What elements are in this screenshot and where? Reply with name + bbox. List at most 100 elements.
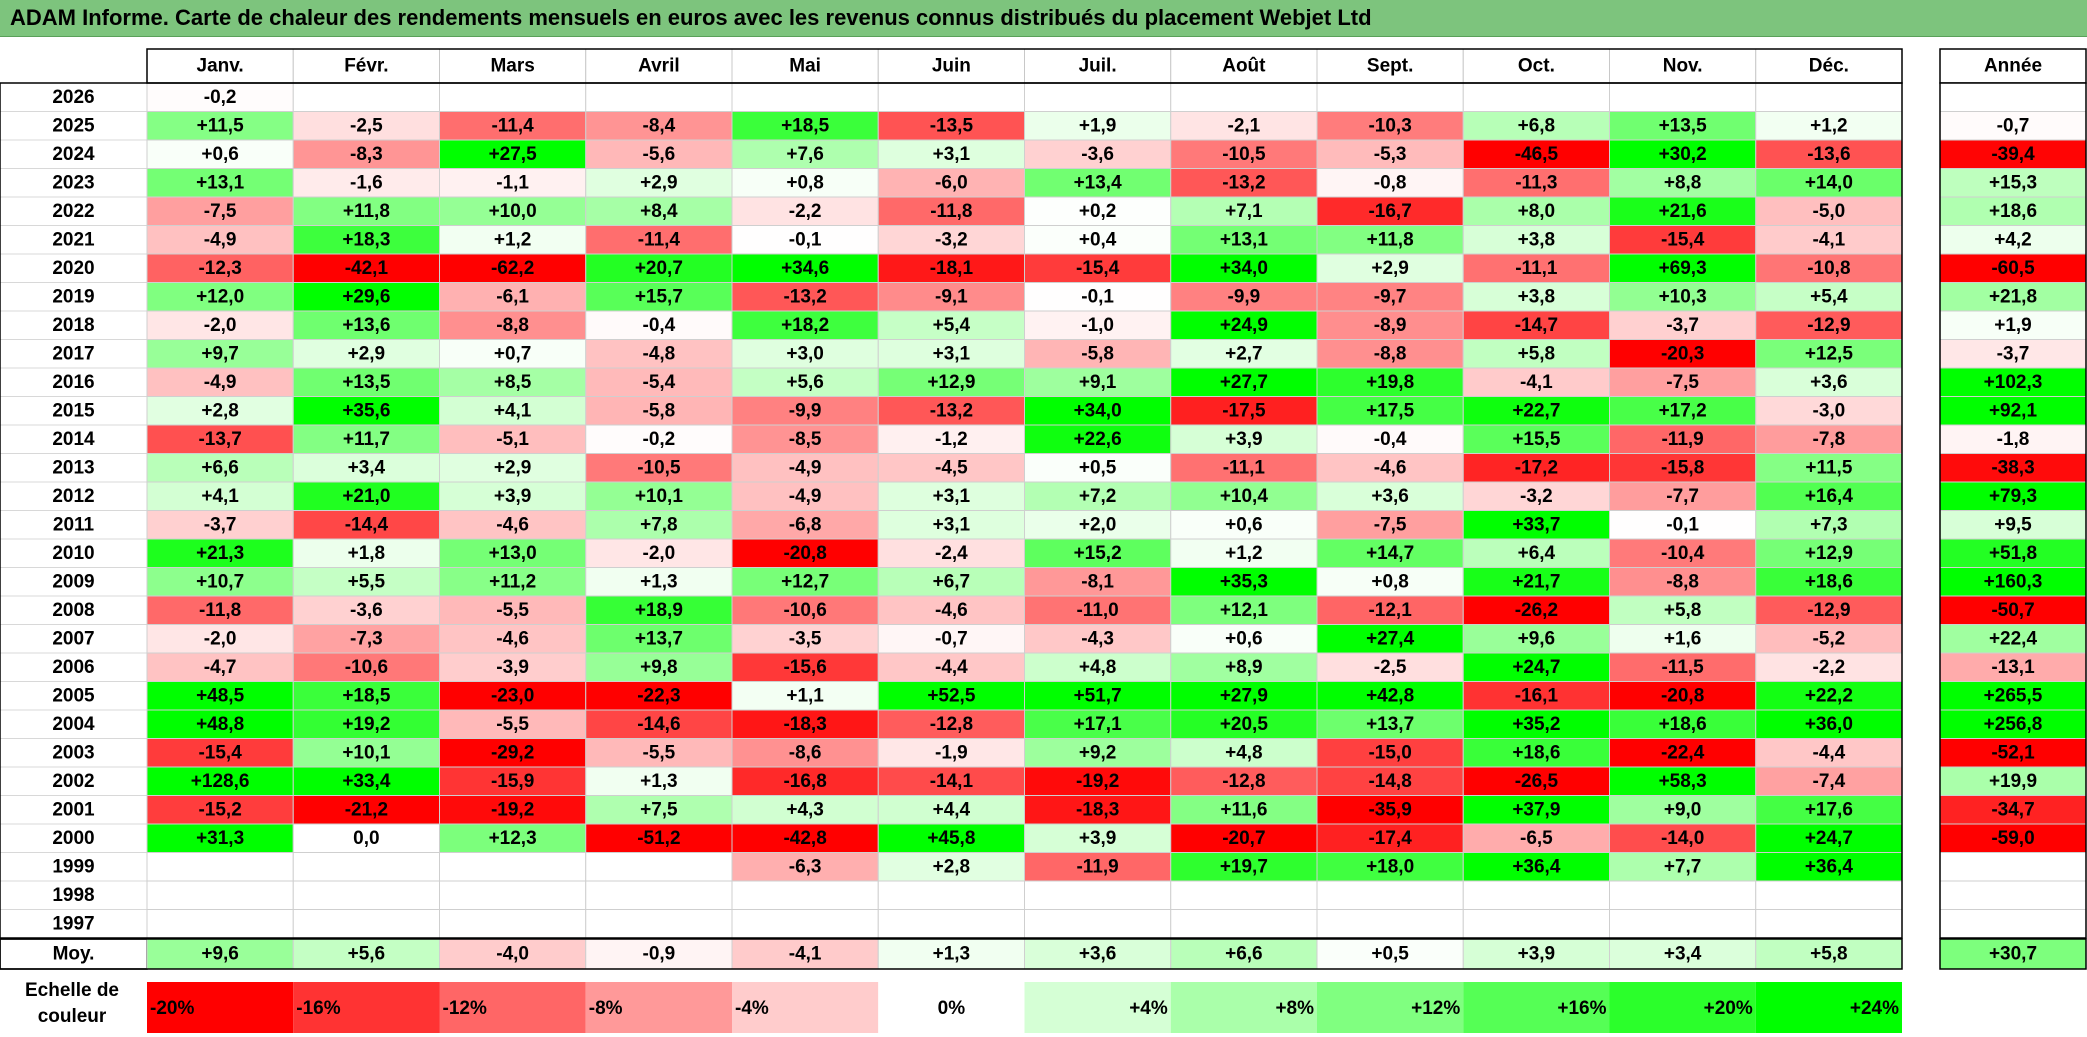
heatmap-cell-value: -12,9 [1807,315,1850,336]
heatmap-cell [1755,823,1903,853]
heatmap-cell-value: -3,0 [1813,400,1846,421]
heatmap-cell [1024,624,1172,654]
heatmap-cell-value: -14,7 [1515,315,1558,336]
heatmap-cell-value: 0,0 [353,828,379,849]
heatmap-cell [585,681,733,711]
heatmap-cell [292,624,440,654]
month-header-cell [1609,48,1757,84]
heatmap-cell [877,595,1025,625]
heatmap-cell-value: -4,9 [789,486,822,507]
heatmap-cell-value: +10,1 [635,486,684,507]
heatmap-cell [731,168,879,198]
heatmap-cell-value: -42,1 [345,258,389,279]
heatmap-cell [439,367,587,397]
heatmap-cell-value: -20,8 [783,543,826,564]
heatmap-cell-value: -3,6 [1081,144,1114,165]
color-scale-stop: +12% [1411,998,1460,1019]
heatmap-cell-value: -13,5 [930,115,974,136]
heatmap-cell-value: -3,2 [935,229,968,250]
heatmap-cell-value: -15,8 [1661,457,1704,478]
heatmap-cell [1609,880,1757,910]
heatmap-cell-value: -5,1 [496,429,529,450]
heatmap-cell-value: +19,7 [1220,856,1268,877]
heatmap-cell [146,909,294,939]
heatmap-cell [439,424,587,454]
heatmap-cell [146,481,294,511]
heatmap-cell-value: -4,9 [789,457,822,478]
annual-cell-value: -13,1 [1991,657,2035,678]
heatmap-cell-value: +3,9 [1079,828,1117,849]
heatmap-cell [731,823,879,853]
heatmap-cell [1609,766,1757,796]
heatmap-cell [1024,652,1172,682]
heatmap-cell [877,795,1025,825]
heatmap-cell [1170,624,1318,654]
heatmap-cell-value: +35,2 [1512,714,1560,735]
year-label: 2019 [52,286,94,307]
heatmap-cell-value: -12,3 [198,258,241,279]
heatmap-cell-value: -5,5 [496,600,529,621]
heatmap-cell-value: +6,8 [1518,115,1556,136]
heatmap-cell [1316,453,1464,483]
average-cell-value: +9,6 [201,944,239,965]
heatmap-cell-value: +4,8 [1079,657,1117,678]
heatmap-cell [731,339,879,369]
heatmap-cell-value: +13,1 [196,172,245,193]
heatmap-cell [877,367,1025,397]
heatmap-cell-value: -15,4 [1661,229,1705,250]
heatmap-cell-value: +13,7 [635,628,683,649]
heatmap-cell [731,310,879,340]
heatmap-cell [439,168,587,198]
heatmap-cell-value: -16,7 [1368,201,1411,222]
heatmap-cell [1316,738,1464,768]
heatmap-cell-value: +6,6 [201,457,239,478]
heatmap-cell-value: +2,8 [201,400,239,421]
heatmap-cell-value: +13,1 [1220,229,1269,250]
heatmap-cell-value: +18,9 [635,600,683,621]
heatmap-cell [1024,738,1172,768]
heatmap-cell-value: -3,6 [350,600,383,621]
heatmap-cell-value: -19,2 [1076,771,1119,792]
heatmap-cell-value: -5,0 [1813,201,1846,222]
heatmap-cell-value: +12,9 [1805,543,1853,564]
heatmap-cell-value: +48,8 [196,714,244,735]
heatmap-cell [292,709,440,739]
heatmap-cell [585,310,733,340]
heatmap-cell [1024,82,1172,112]
heatmap-cell [1462,225,1610,255]
heatmap-cell [877,111,1025,141]
average-cell-value: +5,6 [348,944,386,965]
heatmap-cell-value: +7,1 [1225,201,1263,222]
heatmap-cell-value: -2,5 [350,115,383,136]
year-label: 2022 [52,201,94,222]
heatmap-cell-value: +4,3 [786,799,824,820]
heatmap-cell [585,196,733,226]
heatmap-cell-value: -16,8 [783,771,826,792]
heatmap-cell [585,738,733,768]
month-header-cell [292,48,440,84]
heatmap-cell [1755,424,1903,454]
heatmap-cell-value: -6,3 [789,856,822,877]
color-scale-stop: +24% [1850,998,1899,1019]
heatmap-cell-value: +10,0 [489,201,537,222]
color-scale-swatch [585,982,732,1033]
heatmap-cell-value: +2,8 [933,856,971,877]
heatmap-cell [1755,880,1903,910]
heatmap-cell-value: +0,8 [786,172,824,193]
heatmap-cell-value: +1,6 [1664,628,1702,649]
heatmap-cell [731,852,879,882]
heatmap-cell-value: +52,5 [927,685,976,706]
heatmap-cell [1462,823,1610,853]
heatmap-cell-value: +2,7 [1225,343,1263,364]
heatmap-cell-value: -13,7 [198,429,241,450]
heatmap-cell [1170,82,1318,112]
heatmap-cell-value: -13,2 [930,400,973,421]
heatmap-cell-value: -4,3 [1081,628,1114,649]
average-cell [292,938,440,970]
heatmap-cell [1755,709,1903,739]
heatmap-cell [1170,424,1318,454]
color-scale-swatch [293,982,440,1033]
heatmap-cell-value: +24,9 [1220,315,1268,336]
heatmap-cell [1316,282,1464,312]
heatmap-cell-value: -20,7 [1222,828,1265,849]
